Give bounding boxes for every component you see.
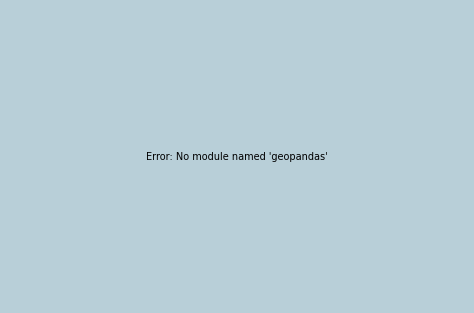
- Text: Error: No module named 'geopandas': Error: No module named 'geopandas': [146, 151, 328, 162]
